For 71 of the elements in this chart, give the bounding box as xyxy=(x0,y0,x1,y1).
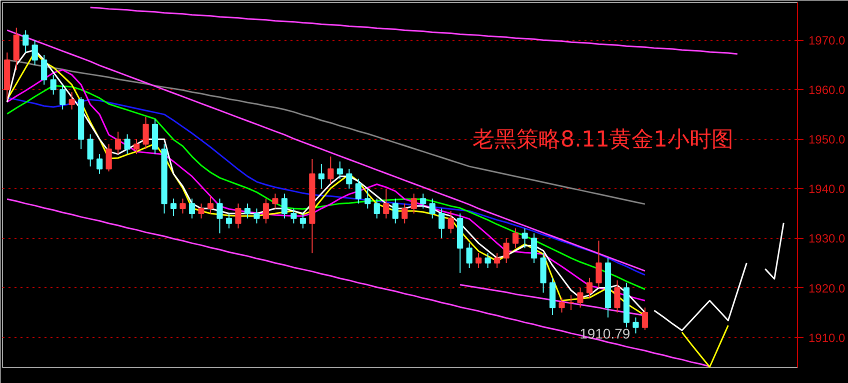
candlestick xyxy=(115,131,122,155)
candlestick xyxy=(374,198,380,219)
candlestick xyxy=(32,40,38,66)
candlestick xyxy=(503,238,510,264)
candlestick xyxy=(355,178,362,204)
candlestick xyxy=(642,307,648,330)
candlestick xyxy=(383,188,390,219)
candlestick xyxy=(170,198,177,216)
y-tick-label: 1910.0 xyxy=(808,330,846,345)
candlestick xyxy=(410,193,417,214)
y-tick-label: 1920.0 xyxy=(808,281,846,296)
candlestick xyxy=(448,210,454,234)
candlestick xyxy=(614,280,620,314)
candlestick xyxy=(272,193,278,210)
candlestick xyxy=(188,198,196,219)
candlestick xyxy=(41,54,48,86)
candlestick xyxy=(87,134,94,167)
candlestick xyxy=(22,30,29,54)
candlestick xyxy=(235,203,242,229)
y-tick-label: 1960.0 xyxy=(808,83,846,98)
candlestick xyxy=(336,160,343,180)
candlestick xyxy=(494,252,500,268)
candlestick xyxy=(346,168,352,190)
candlestick xyxy=(438,208,445,239)
candlestick xyxy=(531,232,538,264)
candlestick xyxy=(300,212,306,229)
candlestick xyxy=(318,163,324,190)
candlestick xyxy=(281,193,288,219)
candlestick xyxy=(226,212,232,229)
candlestick xyxy=(244,203,251,219)
text: 老黑策略8.11黄金1小时图 xyxy=(472,128,734,152)
y-tick-label: 1970.0 xyxy=(808,34,846,48)
candlestick xyxy=(577,287,584,308)
candlestick xyxy=(142,116,149,150)
candlestick xyxy=(512,228,519,249)
candlestick xyxy=(522,228,528,249)
candlestick xyxy=(484,252,491,268)
candlestick xyxy=(124,134,130,155)
candlestick xyxy=(216,198,223,234)
candlestick xyxy=(420,193,426,210)
candlestick xyxy=(60,84,66,110)
line-series xyxy=(90,6,738,55)
candlestick xyxy=(568,294,574,311)
candlestick xyxy=(207,196,214,214)
candlestick xyxy=(402,203,408,224)
candlestick xyxy=(476,252,482,268)
candlestick xyxy=(364,188,371,210)
y-tick-label: 1950.0 xyxy=(808,132,846,147)
candlestick xyxy=(558,297,565,314)
y-tick-label: 1940.0 xyxy=(808,182,846,196)
y-tick-label: 1930.0 xyxy=(808,232,846,246)
candlestick xyxy=(96,154,103,174)
candlestick xyxy=(254,208,260,224)
candlestick xyxy=(180,198,186,214)
line-series xyxy=(681,324,729,368)
candlestick xyxy=(328,156,334,184)
candlestick xyxy=(50,74,56,96)
candlestick xyxy=(632,316,639,334)
candlestick xyxy=(466,242,472,268)
candlestick xyxy=(429,198,436,219)
annotation: 1910.79 xyxy=(580,325,630,342)
candlestick xyxy=(68,92,75,110)
candlestick xyxy=(586,277,593,298)
candlestick xyxy=(134,138,140,155)
candlestick xyxy=(596,240,602,288)
line-series xyxy=(6,198,710,368)
candlestick xyxy=(106,144,112,172)
candlestick xyxy=(290,208,297,224)
candlestick xyxy=(198,203,204,219)
candlestick xyxy=(392,198,398,224)
candlestick xyxy=(262,198,269,224)
